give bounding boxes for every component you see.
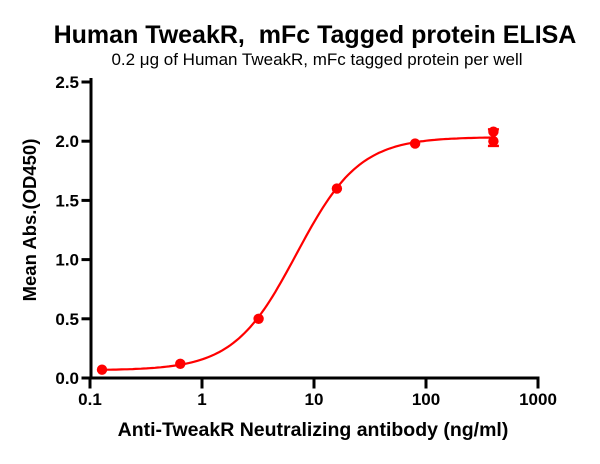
y-tick-label: 2.5 <box>55 73 79 92</box>
x-tick-label: 1000 <box>519 390 557 409</box>
data-point <box>331 183 343 194</box>
x-tick-label: 100 <box>412 390 440 409</box>
y-tick-label: 0.0 <box>55 369 79 388</box>
y-tick-label: 1.5 <box>55 191 79 210</box>
chart-title: Human TweakR, mFc Tagged protein ELISA <box>54 21 577 49</box>
y-tick-label: 0.5 <box>55 310 79 329</box>
x-tick-label: 10 <box>305 390 324 409</box>
data-point <box>175 358 186 369</box>
chart-subtitle: 0.2 μg of Human TweakR, mFc tagged prote… <box>111 50 522 69</box>
x-tick-label: 1 <box>197 390 206 409</box>
y-tick-label: 2.0 <box>55 132 79 151</box>
x-axis-label: Anti-TweakR Neutralizing antibody (ng/ml… <box>118 419 509 441</box>
x-tick-label: 0.1 <box>78 390 102 409</box>
data-point <box>96 364 108 375</box>
data-point <box>488 126 499 137</box>
axes: 0.1 1 10 100 1000 0.0 0.5 1.0 1.5 2.0 2.5 <box>55 73 557 409</box>
data-point <box>409 138 421 149</box>
y-tick-label: 1.0 <box>55 251 79 270</box>
data-series <box>96 126 499 375</box>
data-point <box>253 313 264 324</box>
y-axis-label: Mean Abs.(OD450) <box>19 139 40 302</box>
data-point <box>488 136 499 147</box>
fit-curve <box>102 136 494 371</box>
